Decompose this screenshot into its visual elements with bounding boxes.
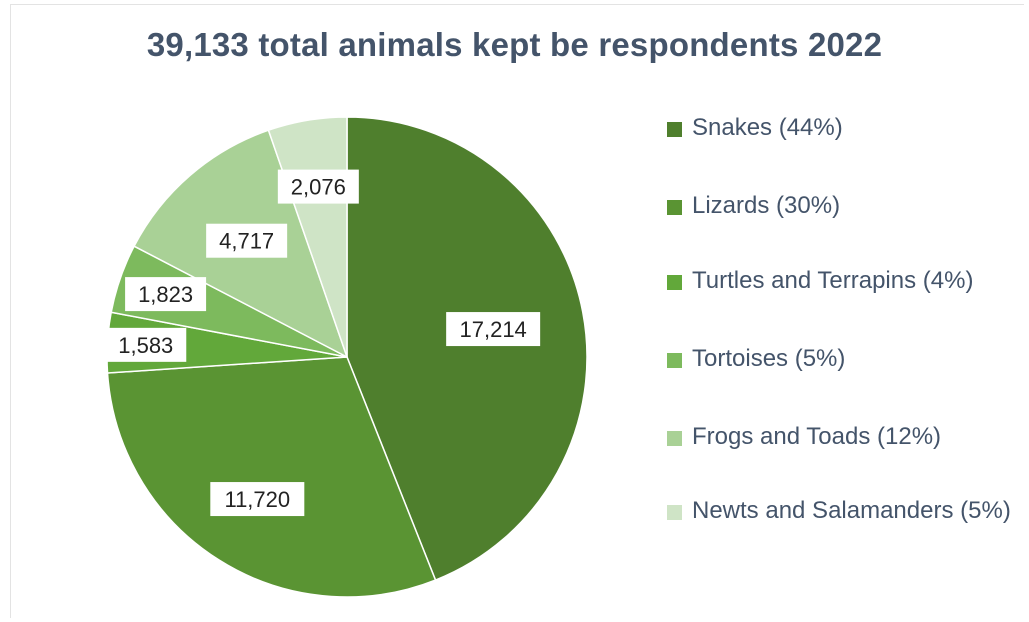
- legend-label: Turtles and Terrapins (4%): [692, 267, 974, 294]
- data-label: 1,583: [105, 327, 187, 362]
- data-label-text: 1,823: [138, 282, 193, 307]
- pie-slice-snakes: [346, 116, 588, 582]
- legend-label: Lizards (30%): [692, 192, 841, 219]
- data-label-box: [105, 327, 187, 362]
- data-label-box: [446, 312, 541, 347]
- data-label: 11,720: [210, 482, 305, 517]
- data-label: 4,717: [206, 223, 288, 258]
- data-label-box: [277, 169, 359, 204]
- pie-slice-lizards: [106, 356, 437, 598]
- data-label-text: 4,717: [219, 229, 274, 254]
- chart-title: 39,133 total animals kept be respondents…: [146, 26, 883, 63]
- chart-border-top: [10, 4, 1024, 5]
- legend-swatch: [667, 505, 682, 520]
- data-label: 17,214: [446, 312, 541, 347]
- data-label-text: 11,720: [224, 487, 290, 512]
- data-label-text: 17,214: [460, 317, 527, 342]
- legend-label: Frogs and Toads (12%): [692, 423, 942, 450]
- legend-swatch: [667, 200, 682, 215]
- legend-label: Tortoises (5%): [692, 345, 846, 372]
- legend-swatch: [667, 275, 682, 290]
- legend-swatch: [667, 431, 682, 446]
- data-label-box: [210, 482, 305, 517]
- legend-swatch: [667, 122, 682, 137]
- data-label-box: [125, 277, 207, 312]
- legend-swatch: [667, 353, 682, 368]
- legend-label: Snakes (44%): [692, 114, 843, 141]
- data-label-text: 1,583: [118, 333, 173, 358]
- chart-border-left: [10, 4, 11, 618]
- data-label: 2,076: [277, 169, 359, 204]
- data-label: 1,823: [125, 277, 207, 312]
- data-label-text: 2,076: [291, 175, 346, 200]
- data-label-box: [206, 223, 288, 258]
- legend-label: Newts and Salamanders (5%): [692, 497, 1011, 524]
